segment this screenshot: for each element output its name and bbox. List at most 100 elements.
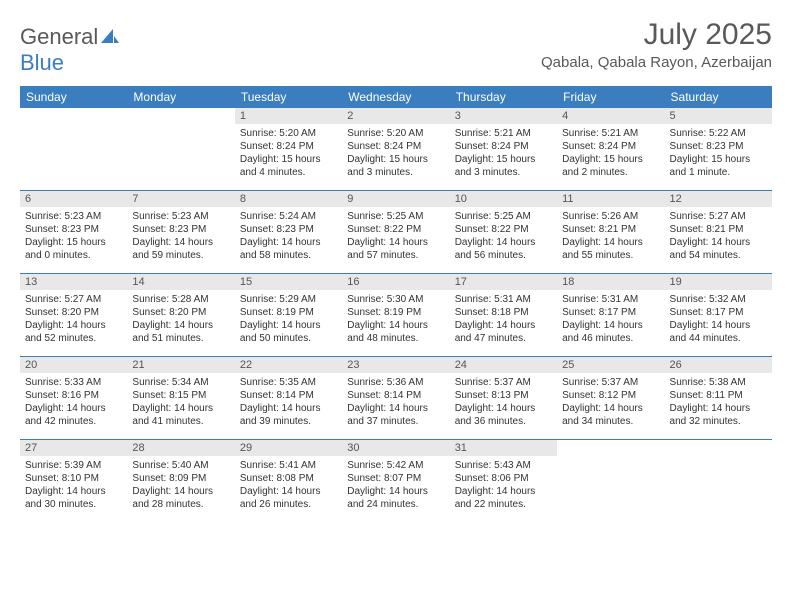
calendar-body: 1Sunrise: 5:20 AMSunset: 8:24 PMDaylight…: [20, 108, 772, 522]
day-content: Sunrise: 5:34 AMSunset: 8:15 PMDaylight:…: [127, 373, 234, 433]
day-line: Daylight: 15 hours: [347, 153, 444, 166]
day-number: 24: [450, 357, 557, 373]
day-line: and 56 minutes.: [455, 249, 552, 262]
day-line: Daylight: 14 hours: [455, 319, 552, 332]
day-line: Daylight: 14 hours: [347, 236, 444, 249]
day-line: and 51 minutes.: [132, 332, 229, 345]
day-line: Sunset: 8:10 PM: [25, 472, 122, 485]
calendar-cell: 10Sunrise: 5:25 AMSunset: 8:22 PMDayligh…: [450, 191, 557, 273]
logo-text-2: Blue: [20, 50, 64, 75]
day-content: Sunrise: 5:33 AMSunset: 8:16 PMDaylight:…: [20, 373, 127, 433]
day-line: and 37 minutes.: [347, 415, 444, 428]
calendar-row: 13Sunrise: 5:27 AMSunset: 8:20 PMDayligh…: [20, 274, 772, 357]
day-content: Sunrise: 5:23 AMSunset: 8:23 PMDaylight:…: [20, 207, 127, 267]
day-number: 12: [665, 191, 772, 207]
day-content: Sunrise: 5:21 AMSunset: 8:24 PMDaylight:…: [557, 124, 664, 184]
calendar-cell: 25Sunrise: 5:37 AMSunset: 8:12 PMDayligh…: [557, 357, 664, 439]
day-line: and 50 minutes.: [240, 332, 337, 345]
day-line: Sunrise: 5:25 AM: [347, 210, 444, 223]
day-line: Sunrise: 5:28 AM: [132, 293, 229, 306]
day-line: Daylight: 14 hours: [240, 319, 337, 332]
day-line: and 54 minutes.: [670, 249, 767, 262]
day-line: Daylight: 15 hours: [25, 236, 122, 249]
day-line: and 24 minutes.: [347, 498, 444, 511]
day-line: Sunrise: 5:43 AM: [455, 459, 552, 472]
day-line: Sunrise: 5:24 AM: [240, 210, 337, 223]
title-block: July 2025 Qabala, Qabala Rayon, Azerbaij…: [541, 18, 772, 71]
day-content: Sunrise: 5:36 AMSunset: 8:14 PMDaylight:…: [342, 373, 449, 433]
calendar-cell: 27Sunrise: 5:39 AMSunset: 8:10 PMDayligh…: [20, 440, 127, 522]
day-line: and 55 minutes.: [562, 249, 659, 262]
day-line: and 39 minutes.: [240, 415, 337, 428]
day-line: Sunset: 8:16 PM: [25, 389, 122, 402]
day-line: Sunset: 8:15 PM: [132, 389, 229, 402]
day-line: and 2 minutes.: [562, 166, 659, 179]
day-line: and 4 minutes.: [240, 166, 337, 179]
day-number: 31: [450, 440, 557, 456]
day-line: Sunrise: 5:22 AM: [670, 127, 767, 140]
calendar-cell: [127, 108, 234, 190]
day-line: Sunset: 8:24 PM: [562, 140, 659, 153]
calendar-cell: 19Sunrise: 5:32 AMSunset: 8:17 PMDayligh…: [665, 274, 772, 356]
day-line: Sunset: 8:17 PM: [562, 306, 659, 319]
day-number: 23: [342, 357, 449, 373]
day-line: Daylight: 15 hours: [240, 153, 337, 166]
day-line: Sunrise: 5:31 AM: [562, 293, 659, 306]
day-line: Daylight: 14 hours: [670, 236, 767, 249]
day-number: 8: [235, 191, 342, 207]
day-number: 19: [665, 274, 772, 290]
day-content: Sunrise: 5:32 AMSunset: 8:17 PMDaylight:…: [665, 290, 772, 350]
day-line: Sunrise: 5:25 AM: [455, 210, 552, 223]
day-line: Sunrise: 5:20 AM: [240, 127, 337, 140]
day-content: Sunrise: 5:26 AMSunset: 8:21 PMDaylight:…: [557, 207, 664, 267]
day-number: 3: [450, 108, 557, 124]
day-line: Daylight: 14 hours: [347, 319, 444, 332]
day-line: Sunset: 8:22 PM: [455, 223, 552, 236]
day-line: Sunset: 8:23 PM: [240, 223, 337, 236]
day-line: Sunrise: 5:38 AM: [670, 376, 767, 389]
day-line: Daylight: 14 hours: [347, 402, 444, 415]
day-number: 4: [557, 108, 664, 124]
calendar-cell: 9Sunrise: 5:25 AMSunset: 8:22 PMDaylight…: [342, 191, 449, 273]
day-line: Sunset: 8:07 PM: [347, 472, 444, 485]
day-content: Sunrise: 5:40 AMSunset: 8:09 PMDaylight:…: [127, 456, 234, 516]
calendar-header-cell: Monday: [127, 86, 234, 108]
day-number: 22: [235, 357, 342, 373]
day-line: Sunrise: 5:37 AM: [455, 376, 552, 389]
day-content: Sunrise: 5:31 AMSunset: 8:17 PMDaylight:…: [557, 290, 664, 350]
day-number: 5: [665, 108, 772, 124]
logo: General Blue: [20, 24, 120, 76]
calendar-cell: 16Sunrise: 5:30 AMSunset: 8:19 PMDayligh…: [342, 274, 449, 356]
day-line: Daylight: 14 hours: [455, 236, 552, 249]
day-line: Daylight: 14 hours: [240, 236, 337, 249]
day-content: Sunrise: 5:25 AMSunset: 8:22 PMDaylight:…: [450, 207, 557, 267]
day-line: and 52 minutes.: [25, 332, 122, 345]
day-line: Daylight: 14 hours: [347, 485, 444, 498]
day-line: and 36 minutes.: [455, 415, 552, 428]
day-line: and 22 minutes.: [455, 498, 552, 511]
calendar-cell: 5Sunrise: 5:22 AMSunset: 8:23 PMDaylight…: [665, 108, 772, 190]
day-line: Sunset: 8:19 PM: [240, 306, 337, 319]
day-content: Sunrise: 5:24 AMSunset: 8:23 PMDaylight:…: [235, 207, 342, 267]
day-number: 10: [450, 191, 557, 207]
calendar-cell: 14Sunrise: 5:28 AMSunset: 8:20 PMDayligh…: [127, 274, 234, 356]
day-line: Daylight: 14 hours: [562, 319, 659, 332]
day-line: and 59 minutes.: [132, 249, 229, 262]
day-line: Sunset: 8:24 PM: [455, 140, 552, 153]
day-line: Daylight: 14 hours: [670, 319, 767, 332]
day-number: 2: [342, 108, 449, 124]
day-line: Sunrise: 5:27 AM: [670, 210, 767, 223]
day-line: and 41 minutes.: [132, 415, 229, 428]
day-content: Sunrise: 5:39 AMSunset: 8:10 PMDaylight:…: [20, 456, 127, 516]
day-number: 26: [665, 357, 772, 373]
day-number: 14: [127, 274, 234, 290]
day-content: Sunrise: 5:21 AMSunset: 8:24 PMDaylight:…: [450, 124, 557, 184]
calendar-cell: 7Sunrise: 5:23 AMSunset: 8:23 PMDaylight…: [127, 191, 234, 273]
day-number: 29: [235, 440, 342, 456]
day-line: Sunset: 8:19 PM: [347, 306, 444, 319]
day-line: Daylight: 14 hours: [25, 402, 122, 415]
calendar-header-cell: Sunday: [20, 86, 127, 108]
day-line: Daylight: 14 hours: [455, 485, 552, 498]
day-line: and 34 minutes.: [562, 415, 659, 428]
day-line: Sunset: 8:17 PM: [670, 306, 767, 319]
